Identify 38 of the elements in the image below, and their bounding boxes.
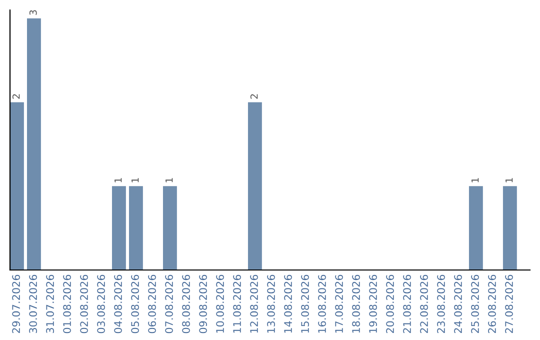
- x-tick-label: 11.08.2026: [233, 274, 241, 333]
- x-tick-label: 29.07.2026: [12, 274, 20, 334]
- data-label: 1: [114, 178, 122, 182]
- data-label: 2: [250, 94, 258, 99]
- x-tick-label: 22.08.2026: [420, 274, 428, 334]
- x-tick-label: 25.08.2026: [471, 274, 479, 334]
- x-tick-label: 16.08.2026: [318, 274, 326, 333]
- x-tick-label: 03.08.2026: [97, 274, 105, 334]
- x-tick-label: 20.08.2026: [386, 274, 394, 334]
- x-tick-label: 23.08.2026: [437, 274, 445, 334]
- x-tick-label: 30.07.2026: [29, 274, 37, 334]
- x-tick-label: 27.08.2026: [505, 274, 513, 334]
- x-tick-label: 15.08.2026: [301, 274, 309, 333]
- x-tick-label: 05.08.2026: [131, 274, 139, 334]
- data-label: 1: [166, 178, 173, 182]
- x-tick-label: 26.08.2026: [488, 274, 496, 334]
- x-tick-label: 17.08.2026: [335, 274, 343, 333]
- x-tick-label: 04.08.2026: [114, 274, 122, 334]
- data-label: 1: [132, 178, 139, 182]
- x-tick-label: 13.08.2026: [267, 274, 275, 333]
- x-tick-label: 24.08.2026: [454, 274, 462, 334]
- x-tick-label: 31.07.2026: [46, 274, 54, 334]
- x-tick-label: 19.08.2026: [369, 274, 377, 333]
- x-tick-label: 08.08.2026: [182, 274, 190, 334]
- x-tick-label: 10.08.2026: [216, 274, 224, 333]
- x-tick-label: 21.08.2026: [403, 274, 411, 334]
- x-tick-label: 14.08.2026: [284, 274, 292, 333]
- x-tick-label: 18.08.2026: [352, 274, 360, 333]
- x-tick-label: 07.08.2026: [165, 274, 173, 334]
- data-label: 3: [29, 10, 37, 15]
- x-tick-label: 09.08.2026: [199, 274, 207, 334]
- data-label: 1: [506, 178, 513, 182]
- x-tick-label: 01.08.2026: [63, 274, 71, 334]
- data-label: 1: [472, 178, 479, 182]
- x-tick-label: 06.08.2026: [148, 274, 156, 334]
- x-tick-label: 12.08.2026: [250, 274, 258, 333]
- x-tick-label: 02.08.2026: [80, 274, 88, 334]
- data-label: 2: [12, 94, 20, 99]
